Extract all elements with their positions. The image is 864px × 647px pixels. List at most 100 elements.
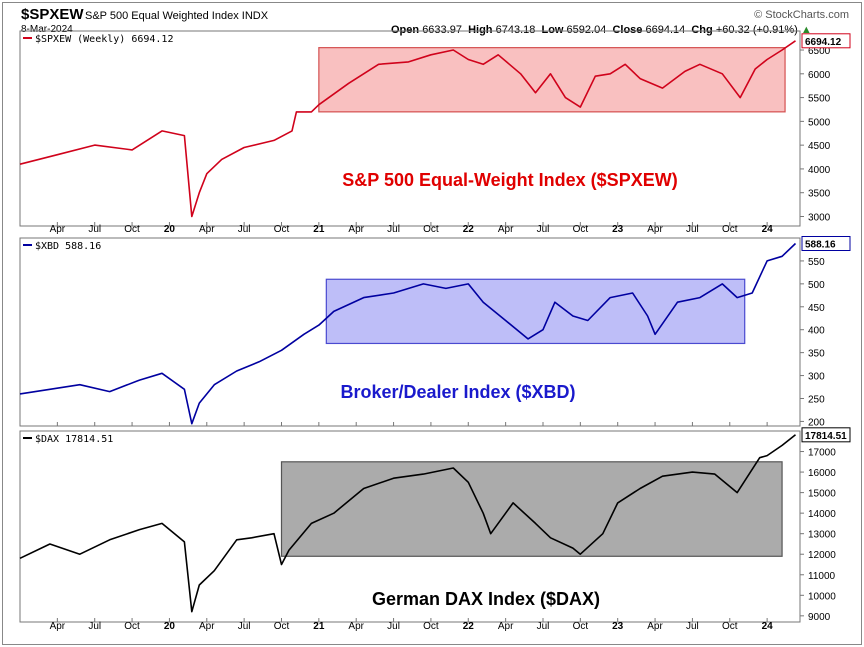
x-tick-label: 24: [762, 621, 774, 632]
x-tick-label: Oct: [722, 621, 738, 632]
last-value-box: [801, 427, 851, 443]
up-arrow-icon: ▲: [800, 24, 812, 36]
last-value-box: [801, 33, 851, 49]
y-tick-label: 4500: [808, 141, 831, 152]
x-tick-label: 20: [164, 621, 176, 632]
y-tick-label: 3000: [808, 212, 831, 223]
y-tick-label: 15000: [808, 489, 836, 500]
ohlc-readout: Open 6633.97 High 6743.18 Low 6592.04 Cl…: [391, 24, 812, 36]
panel-title: S&P 500 Equal-Weight Index ($SPXEW): [342, 170, 677, 190]
x-tick-label: Oct: [722, 224, 738, 235]
panel-title: Broker/Dealer Index ($XBD): [340, 382, 575, 402]
x-tick-label: Oct: [573, 621, 589, 632]
panel-border: [19, 30, 801, 227]
x-tick-label: Oct: [124, 224, 140, 235]
x-tick-label: Apr: [199, 224, 215, 235]
x-tick-label: Jul: [686, 224, 699, 235]
x-tick-label: Jul: [387, 224, 400, 235]
x-tick-label: 24: [762, 224, 774, 235]
x-tick-label: Jul: [686, 621, 699, 632]
symbol-description: S&P 500 Equal Weighted Index INDX: [85, 10, 269, 22]
last-value-label: 588.16: [805, 240, 836, 251]
y-tick-label: 400: [808, 326, 825, 337]
chg-label: Chg: [691, 24, 713, 36]
y-tick-label: 12000: [808, 550, 836, 561]
y-tick-label: 6500: [808, 46, 831, 57]
close-label: Close: [612, 24, 643, 36]
x-tick-label: Jul: [537, 621, 550, 632]
x-tick-label: 23: [612, 621, 624, 632]
x-tick-label: Oct: [274, 224, 290, 235]
x-tick-label: 20: [164, 224, 176, 235]
price-line: [19, 434, 796, 613]
y-tick-label: 11000: [808, 571, 836, 582]
x-tick-label: Jul: [88, 621, 101, 632]
x-tick-label: Apr: [348, 224, 364, 235]
x-tick-label: Apr: [50, 224, 66, 235]
y-tick-label: 500: [808, 280, 825, 291]
range-box: [318, 47, 786, 113]
x-tick-label: 23: [612, 224, 624, 235]
legend-label: $XBD 588.16: [35, 241, 101, 252]
range-box: [280, 461, 783, 557]
x-tick-label: Jul: [238, 621, 251, 632]
chart-date: 8-Mar-2024: [21, 24, 73, 35]
low-label: Low: [541, 24, 564, 36]
y-tick-label: 300: [808, 372, 825, 383]
price-line: [19, 242, 797, 425]
x-tick-label: Apr: [647, 621, 663, 632]
open-value: 6633.97: [422, 24, 462, 36]
x-tick-label: 21: [313, 621, 325, 632]
x-tick-label: 22: [463, 224, 475, 235]
y-tick-label: 350: [808, 349, 825, 360]
y-tick-label: 17000: [808, 448, 836, 459]
x-tick-label: Jul: [387, 621, 400, 632]
panel-border: [19, 430, 801, 623]
y-tick-label: 9000: [808, 612, 831, 623]
panel-title: German DAX Index ($DAX): [372, 589, 600, 609]
stockcharts-brand: © StockCharts.com: [754, 9, 849, 21]
x-tick-label: Apr: [647, 224, 663, 235]
x-tick-label: Jul: [238, 224, 251, 235]
y-tick-label: 6000: [808, 70, 831, 81]
chg-value: +60.32 (+0.91%): [715, 24, 798, 36]
x-tick-label: 21: [313, 224, 325, 235]
last-value-label: 17814.51: [805, 431, 847, 442]
x-tick-label: Apr: [50, 621, 66, 632]
y-tick-label: 5500: [808, 94, 831, 105]
last-value-box: [801, 236, 851, 252]
x-tick-label: Jul: [537, 224, 550, 235]
last-value-label: 6694.12: [805, 37, 842, 48]
x-tick-label: Oct: [423, 621, 439, 632]
x-tick-label: Apr: [498, 224, 514, 235]
high-value: 6743.18: [495, 24, 536, 36]
x-tick-label: Oct: [274, 621, 290, 632]
legend-label: $DAX 17814.51: [35, 434, 113, 445]
x-tick-label: Apr: [498, 621, 514, 632]
y-tick-label: 16000: [808, 468, 836, 479]
x-tick-label: Oct: [423, 224, 439, 235]
panel-border: [19, 237, 801, 427]
high-label: High: [468, 24, 493, 36]
y-tick-label: 14000: [808, 509, 836, 520]
y-tick-label: 200: [808, 417, 825, 428]
x-tick-label: Jul: [88, 224, 101, 235]
legend-label: $SPXEW (Weekly) 6694.12: [35, 34, 173, 45]
x-tick-label: Oct: [124, 621, 140, 632]
low-value: 6592.04: [566, 24, 607, 36]
y-tick-label: 4000: [808, 165, 831, 176]
x-tick-label: Oct: [573, 224, 589, 235]
range-box: [325, 278, 746, 345]
y-tick-label: 450: [808, 303, 825, 314]
y-tick-label: 250: [808, 394, 825, 405]
price-line: [19, 40, 796, 218]
open-label: Open: [391, 24, 420, 36]
y-tick-label: 550: [808, 257, 825, 268]
close-value: 6694.14: [645, 24, 686, 36]
y-tick-label: 5000: [808, 117, 831, 128]
x-tick-label: Apr: [348, 621, 364, 632]
x-tick-label: 22: [463, 621, 475, 632]
x-tick-label: Apr: [199, 621, 215, 632]
symbol-title: $SPXEW: [21, 6, 84, 23]
